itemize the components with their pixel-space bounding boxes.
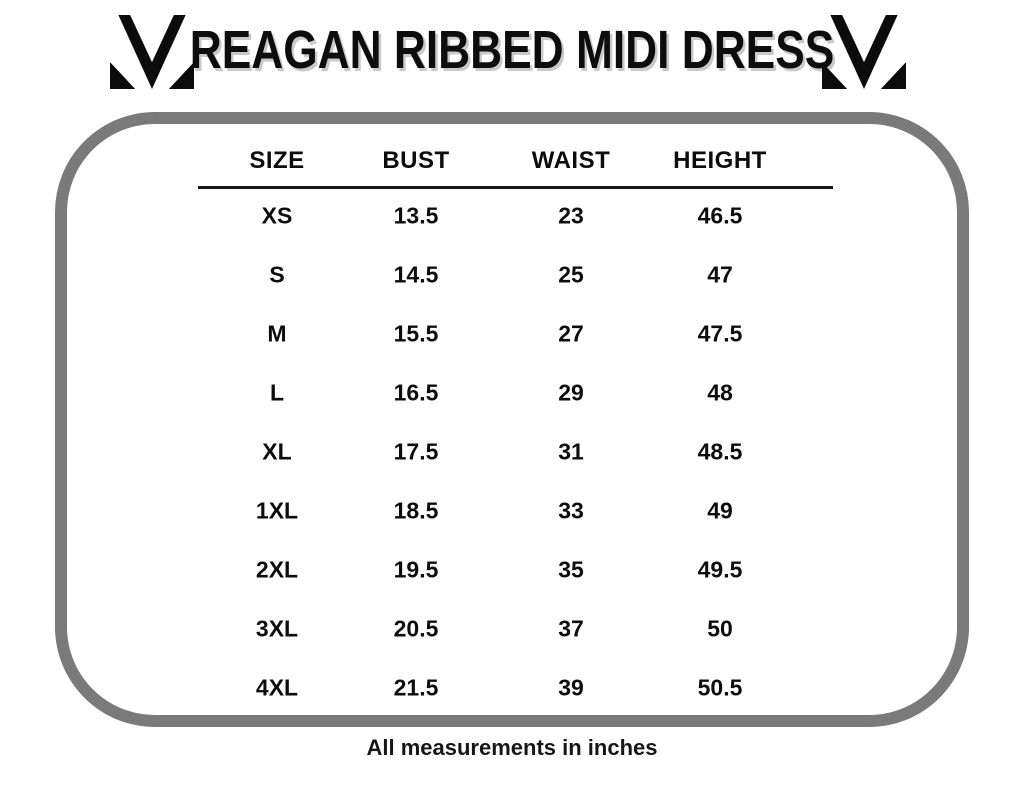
- measurement-cell: 19.5: [393, 556, 439, 582]
- table-row: M 15.5 27 47.5: [0, 304, 1024, 363]
- measurement-cell: 47: [707, 261, 733, 287]
- table-row: S 14.5 25 47: [0, 245, 1024, 304]
- measurement-cell: 50: [707, 615, 733, 641]
- column-header-waist: WAIST: [531, 147, 611, 174]
- size-cell: 1XL: [255, 497, 299, 523]
- size-cell: S: [269, 261, 285, 287]
- size-cell: 3XL: [255, 615, 299, 641]
- measurement-cell: 27: [558, 320, 584, 346]
- measurement-cell: 29: [558, 379, 584, 405]
- table-row: 4XL 21.5 39 50.5: [0, 658, 1024, 717]
- table-row: L 16.5 29 48: [0, 363, 1024, 422]
- page-title: REAGAN RIBBED MIDI DRESS: [189, 20, 835, 80]
- measurement-cell: 13.5: [393, 202, 439, 228]
- measurement-cell: 48: [707, 379, 733, 405]
- measurement-cell: 50.5: [697, 674, 743, 700]
- measurement-cell: 37: [558, 615, 584, 641]
- brand-logo-icon: [822, 14, 906, 90]
- brand-logo-icon: [110, 14, 194, 90]
- measurement-cell: 16.5: [393, 379, 439, 405]
- column-header-size: SIZE: [249, 147, 305, 174]
- table-row: 1XL 18.5 33 49: [0, 481, 1024, 540]
- column-header-height: HEIGHT: [673, 147, 767, 174]
- size-cell: XL: [262, 438, 292, 464]
- table-row: XL 17.5 31 48.5: [0, 422, 1024, 481]
- size-cell: L: [269, 379, 285, 405]
- size-cell: M: [267, 320, 287, 346]
- measurement-cell: 31: [558, 438, 584, 464]
- table-row: 3XL 20.5 37 50: [0, 599, 1024, 658]
- table-header-row: SIZE BUST WAIST HEIGHT: [0, 147, 1024, 177]
- measurement-cell: 18.5: [393, 497, 439, 523]
- measurement-note: All measurements in inches: [366, 735, 658, 760]
- column-header-bust: BUST: [382, 147, 450, 174]
- measurement-cell: 33: [558, 497, 584, 523]
- measurement-cell: 15.5: [393, 320, 439, 346]
- measurement-cell: 14.5: [393, 261, 439, 287]
- size-cell: 2XL: [255, 556, 299, 582]
- header-divider: [198, 186, 833, 189]
- measurement-cell: 49.5: [697, 556, 743, 582]
- measurement-cell: 49: [707, 497, 733, 523]
- measurement-cell: 25: [558, 261, 584, 287]
- measurement-cell: 17.5: [393, 438, 439, 464]
- measurement-cell: 23: [558, 202, 584, 228]
- measurement-cell: 20.5: [393, 615, 439, 641]
- size-cell: 4XL: [255, 674, 299, 700]
- measurement-cell: 47.5: [697, 320, 743, 346]
- size-chart-panel: [55, 112, 969, 727]
- measurement-cell: 21.5: [393, 674, 439, 700]
- table-row: 2XL 19.5 35 49.5: [0, 540, 1024, 599]
- measurement-cell: 48.5: [697, 438, 743, 464]
- table-body: XS 13.5 23 46.5 S 14.5 25 47 M 15.5 27 47.5 L 16.5 29 4…: [0, 186, 1024, 717]
- size-cell: XS: [261, 202, 293, 228]
- table-row: XS 13.5 23 46.5: [0, 186, 1024, 245]
- measurement-cell: 39: [558, 674, 584, 700]
- measurement-cell: 35: [558, 556, 584, 582]
- measurement-cell: 46.5: [697, 202, 743, 228]
